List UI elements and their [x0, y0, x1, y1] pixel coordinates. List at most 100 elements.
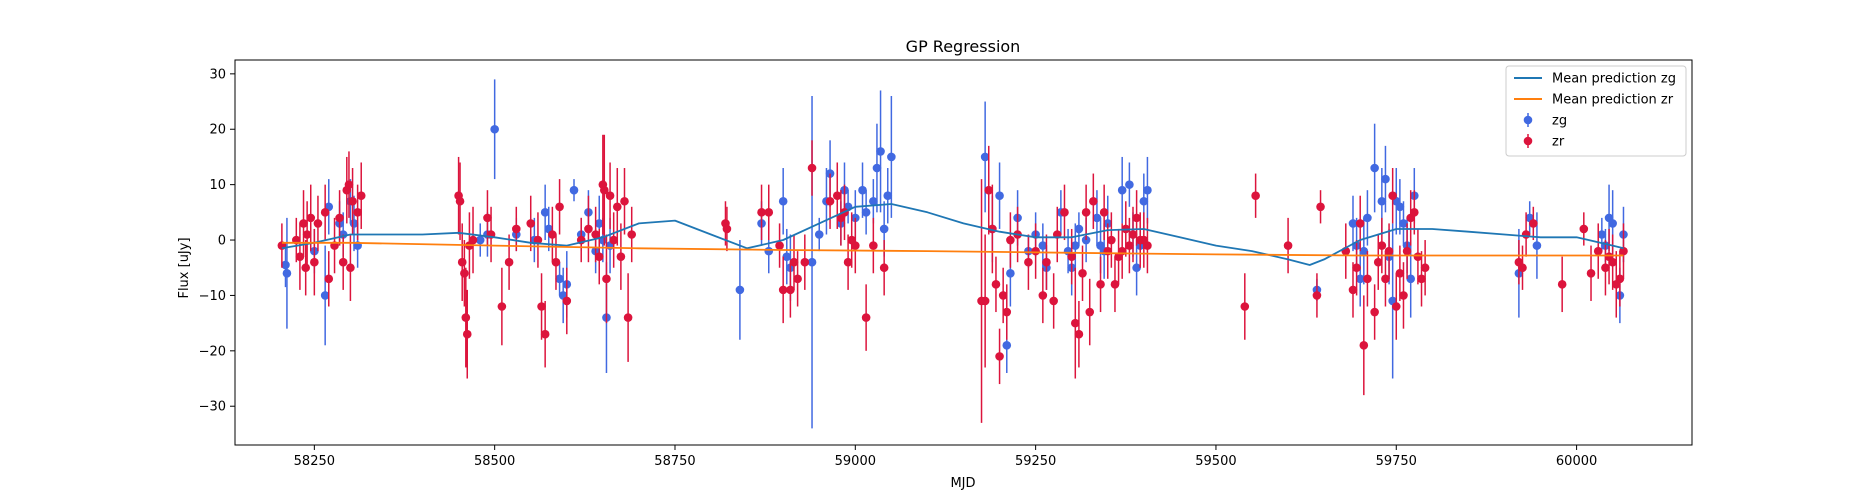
point-zr: [483, 213, 492, 223]
point-zr: [346, 263, 355, 273]
point-zg: [555, 274, 564, 284]
y-tick-label: 10: [209, 178, 226, 193]
point-zr: [1399, 291, 1408, 300]
legend-label: zr: [1552, 135, 1565, 150]
point-zr: [1391, 302, 1401, 311]
point-zg: [782, 252, 792, 261]
point-zg: [490, 124, 499, 134]
point-zg: [869, 196, 878, 206]
point-zr: [457, 257, 467, 267]
point-zr: [306, 213, 316, 223]
point-zr: [1359, 340, 1369, 350]
x-tick-label: 59250: [1015, 454, 1056, 469]
point-zr: [344, 180, 354, 189]
point-zr: [825, 196, 835, 206]
point-zr: [623, 313, 633, 322]
y-tick-label: 20: [209, 123, 226, 138]
point-zr: [1557, 280, 1567, 289]
point-zg: [1399, 219, 1408, 228]
point-zg: [1406, 274, 1415, 284]
point-zr: [984, 185, 994, 195]
point-zr: [991, 280, 1001, 289]
axes: 58250 58500 58750 59000 59250 59500 59750 60000…: [199, 67, 1598, 469]
x-tick-label: 58500: [474, 454, 515, 469]
point-zr: [1089, 196, 1098, 206]
point-zr: [612, 202, 622, 212]
point-zr: [594, 252, 604, 261]
point-zr: [1107, 235, 1116, 245]
point-zr: [793, 274, 802, 284]
point-zr: [627, 230, 637, 239]
point-zg: [1002, 340, 1012, 350]
point-zr: [1283, 241, 1293, 250]
point-zr: [1110, 280, 1120, 289]
x-tick-label: 58750: [654, 454, 695, 469]
point-zg: [858, 185, 867, 195]
point-zr: [1031, 246, 1040, 256]
point-zr: [869, 241, 878, 250]
point-zr: [800, 257, 810, 267]
y-axis-label: Flux [uJy]: [177, 237, 192, 298]
x-tick-label: 58250: [294, 454, 335, 469]
point-zr: [778, 285, 788, 295]
point-zr: [1312, 291, 1322, 300]
point-zr: [533, 235, 543, 245]
point-zr: [462, 329, 472, 339]
point-zg: [540, 208, 550, 217]
point-zr: [1085, 307, 1095, 317]
point-zr: [460, 268, 469, 278]
point-zr: [757, 208, 766, 217]
point-zr: [591, 230, 600, 239]
point-zr: [353, 208, 362, 217]
point-zr: [1593, 246, 1603, 256]
point-zg: [1125, 180, 1134, 189]
point-zr: [302, 230, 312, 239]
mean-line-zr: [281, 241, 1624, 257]
point-zr: [722, 224, 732, 234]
point-zr: [320, 208, 330, 217]
point-zr: [1373, 257, 1383, 267]
point-zg: [764, 246, 774, 256]
point-zr: [1410, 208, 1419, 217]
point-zr: [851, 241, 860, 250]
point-zg: [876, 147, 885, 156]
point-zg: [807, 257, 817, 267]
legend-marker-swatch: [1523, 115, 1533, 125]
legend-box: [1505, 65, 1687, 157]
point-zr: [602, 274, 611, 284]
point-zg: [475, 235, 485, 245]
point-zr: [1038, 291, 1048, 300]
point-zr: [1070, 318, 1080, 328]
point-zr: [497, 302, 507, 311]
point-zr: [1240, 302, 1250, 311]
point-zg: [1070, 241, 1080, 250]
point-zr: [995, 352, 1004, 361]
point-zr: [789, 257, 799, 267]
legend: Mean prediction zg Mean prediction zr zg zr: [1505, 65, 1687, 157]
x-tick-label: 59750: [1376, 454, 1417, 469]
point-zg: [320, 291, 330, 300]
plot-area: [277, 79, 1628, 429]
y-tick-label: −20: [199, 344, 226, 359]
point-zr: [1125, 241, 1134, 250]
point-zg: [1359, 246, 1369, 256]
point-zr: [599, 185, 609, 195]
point-zg: [1117, 185, 1127, 195]
point-zr: [879, 263, 889, 273]
point-zr: [1384, 246, 1394, 256]
point-zg: [1381, 174, 1390, 184]
point-zr: [1128, 230, 1138, 239]
point-zr: [1042, 257, 1051, 267]
point-zr: [1078, 268, 1087, 278]
point-zr: [301, 263, 310, 273]
point-zr: [1619, 246, 1628, 256]
point-zr: [1518, 263, 1527, 273]
point-zr: [551, 257, 561, 267]
point-zg: [861, 208, 871, 217]
point-zr: [295, 252, 305, 261]
point-zr: [998, 291, 1008, 300]
point-zr: [1417, 274, 1426, 284]
point-zr: [1006, 235, 1015, 245]
point-zr: [1413, 252, 1423, 261]
